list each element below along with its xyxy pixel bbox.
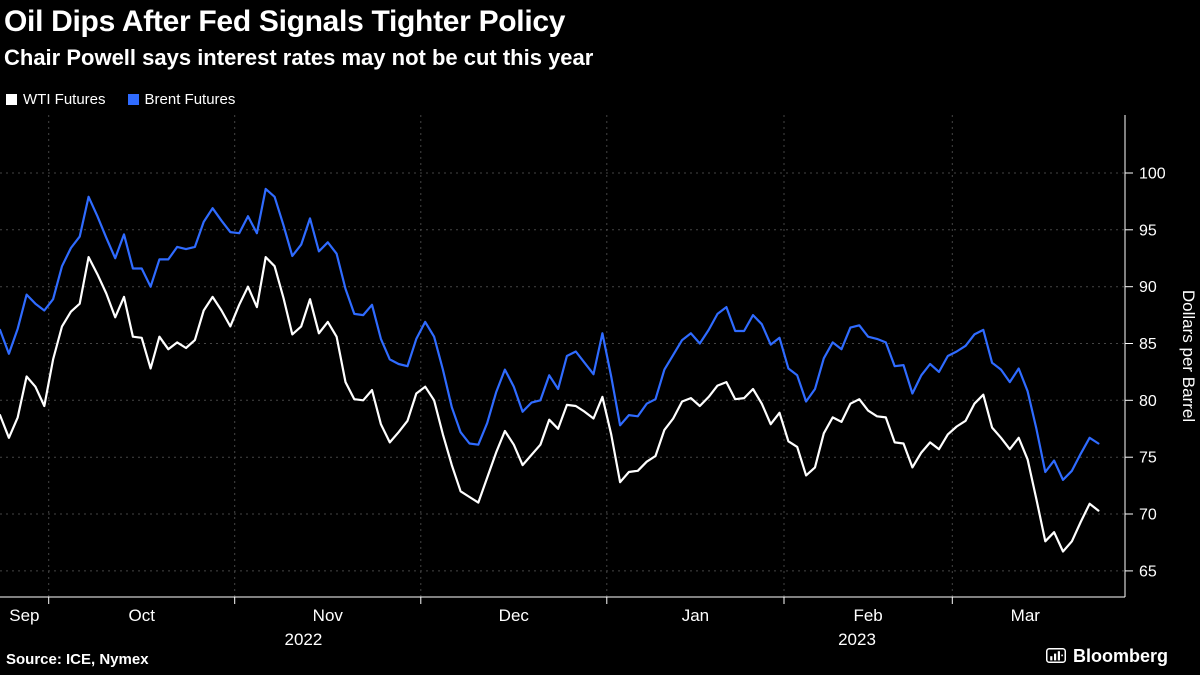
legend-item-wti: WTI Futures <box>6 91 106 108</box>
svg-text:90: 90 <box>1139 279 1157 296</box>
svg-text:Jan: Jan <box>682 606 709 625</box>
svg-text:80: 80 <box>1139 393 1157 410</box>
svg-text:2022: 2022 <box>284 630 322 649</box>
svg-text:Oct: Oct <box>128 606 155 625</box>
bloomberg-chart-icon <box>1045 648 1066 663</box>
brent-legend-swatch <box>127 94 139 105</box>
wti-legend-swatch <box>6 94 17 105</box>
brent-futures-line <box>0 187 1100 481</box>
source-note: Source: ICE, Nymex <box>6 651 149 668</box>
axes-and-labels: 65 70 75 80 85 90 95 100 Sep Oct Nov Dec Jan Feb Mar 20… <box>0 115 1198 649</box>
svg-text:Nov: Nov <box>313 606 344 625</box>
bloomberg-logo: Bloomberg <box>1045 646 1168 667</box>
svg-text:Dollars per Barrel: Dollars per Barrel <box>1179 290 1198 422</box>
bloomberg-wordmark: Bloomberg <box>1072 646 1168 666</box>
svg-text:2023: 2023 <box>838 630 876 649</box>
svg-text:85: 85 <box>1139 336 1157 353</box>
chart-subtitle: Chair Powell says interest rates may not… <box>4 45 594 70</box>
legend-item-brent: Brent Futures <box>127 91 236 108</box>
wti-futures-line <box>0 256 1100 553</box>
svg-text:Mar: Mar <box>1011 606 1041 625</box>
chart-legend: WTI Futures Brent Futures <box>6 91 235 108</box>
wti-legend-label: WTI Futures <box>23 91 106 108</box>
svg-text:Sep: Sep <box>9 606 39 625</box>
svg-text:100: 100 <box>1139 166 1166 183</box>
gridlines <box>0 115 1125 597</box>
svg-text:75: 75 <box>1139 450 1157 467</box>
svg-text:70: 70 <box>1139 507 1157 524</box>
chart-title: Oil Dips After Fed Signals Tighter Polic… <box>4 5 566 38</box>
svg-text:95: 95 <box>1139 222 1157 239</box>
brent-legend-label: Brent Futures <box>144 91 236 108</box>
svg-text:Feb: Feb <box>853 606 882 625</box>
series-lines <box>0 187 1100 553</box>
svg-text:Dec: Dec <box>499 606 530 625</box>
svg-text:65: 65 <box>1139 563 1157 580</box>
